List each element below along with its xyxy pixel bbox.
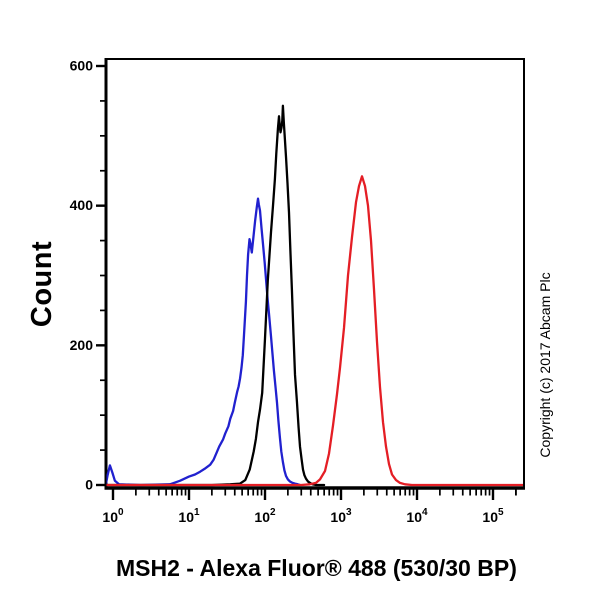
x-axis-tick-label: 104 — [406, 507, 428, 525]
x-axis-tick-label: 100 — [102, 507, 124, 525]
y-axis-tick-label: 600 — [70, 58, 94, 74]
y-axis-tick-label: 0 — [85, 477, 93, 493]
y-axis-tick-label: 200 — [70, 337, 94, 353]
curve-black-curve — [106, 104, 326, 487]
x-axis-tick-label: 105 — [482, 507, 504, 525]
curves-group — [106, 104, 523, 487]
x-axis-tick-label: 101 — [178, 507, 200, 525]
chart-title: MSH2 - Alexa Fluor® 488 (530/30 BP) — [116, 555, 517, 581]
x-axis-tick-label: 103 — [330, 507, 352, 525]
curve-blue-curve — [106, 197, 302, 487]
copyright-notice: Copyright (c) 2017 Abcam Plc — [537, 272, 553, 458]
y-axis-title: Count — [26, 240, 58, 328]
curve-red-curve — [106, 175, 523, 487]
plot-frame — [105, 58, 525, 489]
x-axis-tick-label: 102 — [254, 507, 276, 525]
y-axis-tick-label: 400 — [70, 197, 94, 213]
